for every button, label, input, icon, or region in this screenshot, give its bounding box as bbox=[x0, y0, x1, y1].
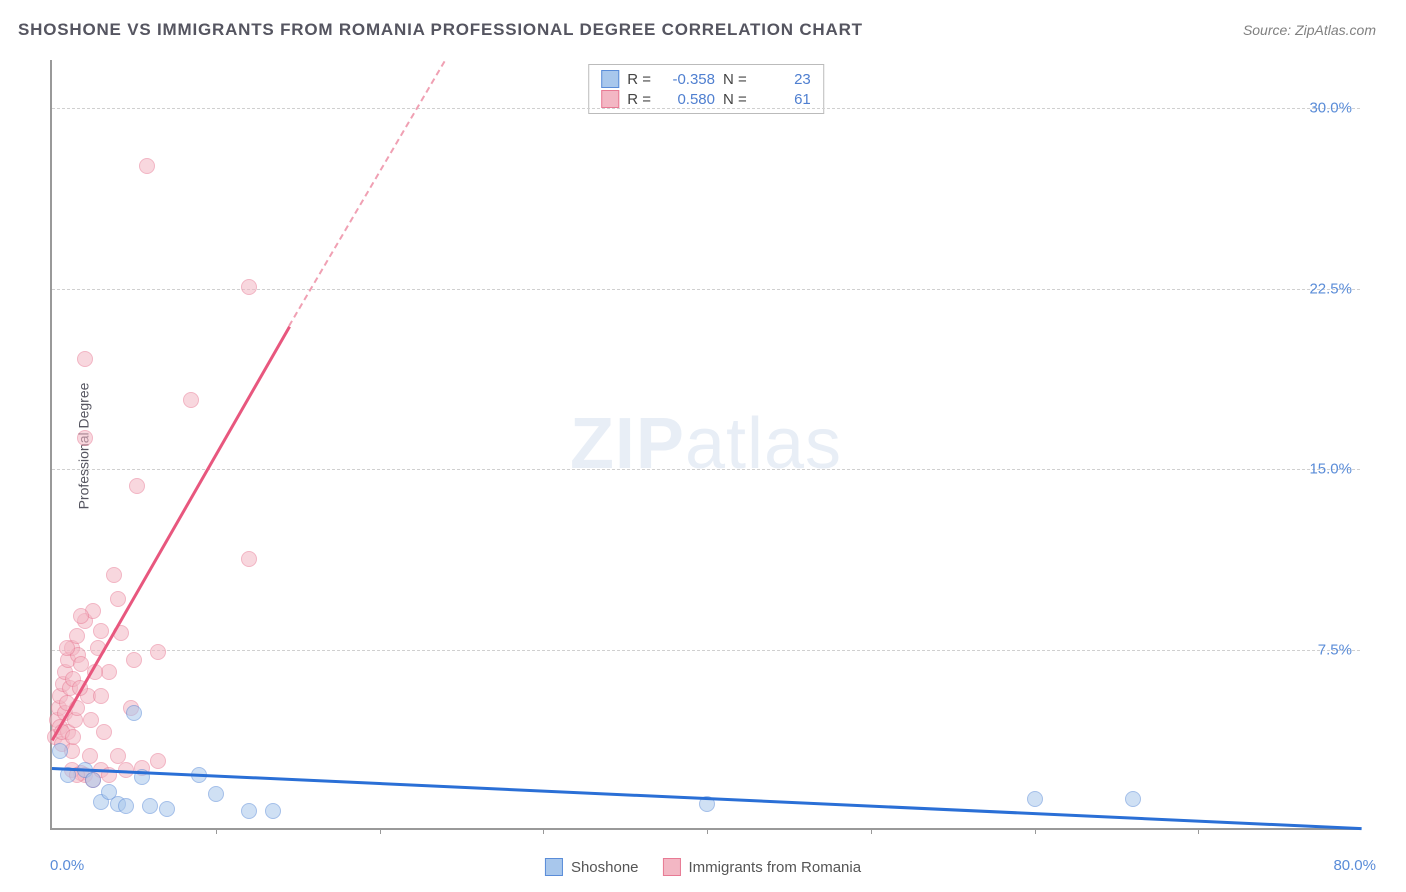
pink-point bbox=[96, 724, 112, 740]
x-tick-mark bbox=[1035, 828, 1036, 834]
legend-swatch-blue bbox=[601, 70, 619, 88]
pink-point bbox=[129, 478, 145, 494]
blue-point bbox=[118, 798, 134, 814]
pink-point bbox=[93, 623, 109, 639]
gridline bbox=[52, 108, 1360, 109]
pink-point bbox=[183, 392, 199, 408]
blue-point bbox=[208, 786, 224, 802]
pink-point bbox=[139, 158, 155, 174]
pink-point bbox=[73, 608, 89, 624]
blue-point bbox=[241, 803, 257, 819]
blue-point bbox=[126, 705, 142, 721]
chart-title: SHOSHONE VS IMMIGRANTS FROM ROMANIA PROF… bbox=[18, 20, 863, 40]
x-tick-mark bbox=[1198, 828, 1199, 834]
plot-area: ZIPatlas R = -0.358 N = 23 R = 0.580 N =… bbox=[50, 60, 1360, 830]
blue-point bbox=[85, 772, 101, 788]
legend-row-pink: R = 0.580 N = 61 bbox=[601, 89, 811, 109]
legend-item-blue: Shoshone bbox=[545, 858, 639, 876]
x-tick-mark bbox=[707, 828, 708, 834]
x-tick-mark bbox=[380, 828, 381, 834]
legend-swatch-blue-icon bbox=[545, 858, 563, 876]
watermark: ZIPatlas bbox=[570, 403, 842, 485]
x-tick-mark bbox=[216, 828, 217, 834]
legend-swatch-pink-icon bbox=[663, 858, 681, 876]
pink-trendline-dash bbox=[289, 60, 446, 326]
series-legend: Shoshone Immigrants from Romania bbox=[545, 858, 861, 876]
gridline bbox=[52, 469, 1360, 470]
x-axis-min: 0.0% bbox=[50, 857, 84, 874]
pink-point bbox=[83, 712, 99, 728]
pink-point bbox=[77, 351, 93, 367]
x-tick-mark bbox=[871, 828, 872, 834]
pink-point bbox=[59, 640, 75, 656]
source-label: Source: ZipAtlas.com bbox=[1243, 22, 1376, 38]
correlation-legend: R = -0.358 N = 23 R = 0.580 N = 61 bbox=[588, 64, 824, 114]
pink-point bbox=[241, 279, 257, 295]
blue-point bbox=[142, 798, 158, 814]
gridline bbox=[52, 650, 1360, 651]
y-tick-label: 22.5% bbox=[1309, 280, 1352, 297]
pink-point bbox=[150, 644, 166, 660]
legend-row-blue: R = -0.358 N = 23 bbox=[601, 69, 811, 89]
blue-point bbox=[52, 743, 68, 759]
pink-point bbox=[101, 664, 117, 680]
pink-point bbox=[110, 591, 126, 607]
y-tick-label: 7.5% bbox=[1318, 641, 1352, 658]
pink-point bbox=[106, 567, 122, 583]
blue-point bbox=[1125, 791, 1141, 807]
x-axis-max: 80.0% bbox=[1333, 857, 1376, 874]
legend-item-pink: Immigrants from Romania bbox=[663, 858, 862, 876]
blue-point bbox=[265, 803, 281, 819]
pink-point bbox=[150, 753, 166, 769]
blue-point bbox=[159, 801, 175, 817]
pink-trendline bbox=[51, 325, 291, 740]
y-tick-label: 15.0% bbox=[1309, 461, 1352, 478]
pink-point bbox=[93, 688, 109, 704]
pink-point bbox=[65, 729, 81, 745]
blue-point bbox=[1027, 791, 1043, 807]
x-tick-mark bbox=[543, 828, 544, 834]
legend-swatch-pink bbox=[601, 90, 619, 108]
y-tick-label: 30.0% bbox=[1309, 100, 1352, 117]
pink-point bbox=[241, 551, 257, 567]
pink-point bbox=[110, 748, 126, 764]
pink-point bbox=[126, 652, 142, 668]
blue-trendline bbox=[52, 767, 1362, 830]
pink-point bbox=[77, 430, 93, 446]
